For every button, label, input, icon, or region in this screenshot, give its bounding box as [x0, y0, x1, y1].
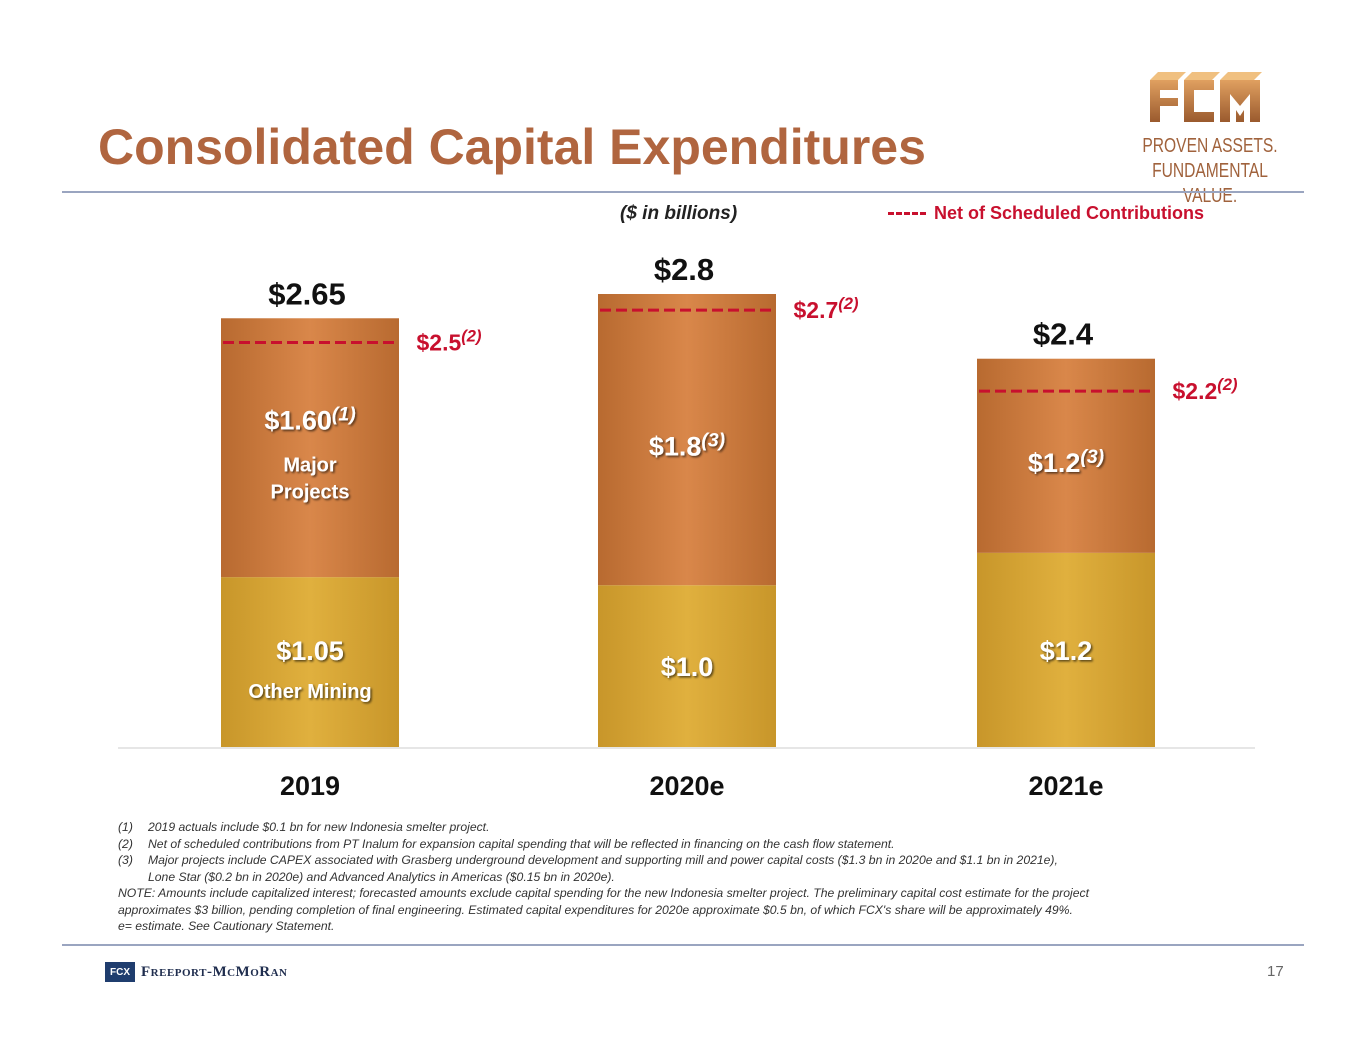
bar-major-projects	[221, 318, 399, 578]
header-divider	[62, 191, 1304, 193]
data-label-major-projects: $1.2(3)	[1028, 446, 1104, 478]
footer-logo: FCX Freeport-McMoRan	[105, 962, 287, 982]
bar-other-mining	[221, 577, 399, 747]
bar-major-projects	[598, 294, 776, 586]
page-title: Consolidated Capital Expenditures	[98, 119, 926, 175]
legend-label: Net of Scheduled Contributions	[934, 203, 1204, 223]
x-tick-label: 2020e	[649, 771, 724, 801]
segment-sublabel: Major	[283, 455, 337, 477]
footnotes: (1) 2019 actuals include $0.1 bn for new…	[118, 819, 1268, 935]
tagline-line-1: PROVEN ASSETS.	[1142, 135, 1278, 157]
segment-sublabel: Other Mining	[248, 681, 371, 703]
footnote-text: 2019 actuals include $0.1 bn for new Ind…	[148, 820, 490, 834]
note-line-2: approximates $3 billion, pending complet…	[118, 902, 1073, 917]
data-label-other-mining: $1.2	[1040, 636, 1093, 666]
footnote-number: (1)	[118, 820, 133, 834]
data-label-other-mining: $1.05	[276, 636, 344, 666]
footnote-text: Major projects include CAPEX associated …	[148, 853, 1058, 867]
fcx-mini-icon: FCX	[105, 962, 135, 982]
data-label-major-projects: $1.60(1)	[264, 404, 355, 436]
bar-other-mining	[977, 552, 1155, 747]
tagline: PROVEN ASSETS. FUNDAMENTAL VALUE.	[1136, 134, 1284, 209]
bar-other-mining	[598, 585, 776, 747]
total-label: $2.65	[268, 276, 346, 311]
capex-chart: $1.05 Other Mining $1.60(1) Major Projects $2…	[118, 252, 1255, 801]
total-label: $2.4	[1033, 317, 1094, 352]
net-contribution-label: $2.7(2)	[794, 294, 859, 323]
footer-divider	[62, 944, 1304, 946]
legend: Net of Scheduled Contributions	[888, 203, 1204, 224]
legend-dashed-line	[888, 212, 926, 215]
footnote-text: Net of scheduled contributions from PT I…	[148, 836, 895, 851]
total-label: $2.8	[654, 252, 714, 287]
net-contribution-label: $2.2(2)	[1173, 375, 1238, 404]
data-label-other-mining: $1.0	[661, 652, 714, 682]
fcx-logo: PROVEN ASSETS. FUNDAMENTAL VALUE.	[1115, 72, 1305, 207]
note-line-1: NOTE: Amounts include capitalized intere…	[118, 886, 1089, 900]
footnote-3: (3) Major projects include CAPEX associa…	[118, 852, 1268, 869]
x-tick-label: 2019	[280, 771, 340, 801]
footnote-number: (3)	[118, 853, 133, 867]
footnote-3-continued: Lone Star ($0.2 bn in 2020e) and Advance…	[148, 869, 615, 884]
tagline-line-2: FUNDAMENTAL VALUE.	[1152, 160, 1268, 207]
segment-sublabel: Projects	[271, 482, 350, 504]
x-tick-label: 2021e	[1028, 771, 1103, 801]
note-line-3: e= estimate. See Cautionary Statement.	[118, 919, 335, 933]
fcx-logo-icon	[1150, 72, 1262, 122]
net-contribution-label: $2.5(2)	[417, 327, 482, 356]
footnote-1: (1) 2019 actuals include $0.1 bn for new…	[118, 819, 1268, 836]
units-subtitle: ($ in billions)	[620, 203, 738, 224]
data-label-major-projects: $1.8(3)	[649, 430, 725, 462]
footnote-number: (2)	[118, 836, 133, 851]
footnote-2: (2) Net of scheduled contributions from …	[118, 836, 1268, 853]
page-number: 17	[1267, 963, 1284, 980]
company-name: Freeport-McMoRan	[141, 963, 288, 980]
